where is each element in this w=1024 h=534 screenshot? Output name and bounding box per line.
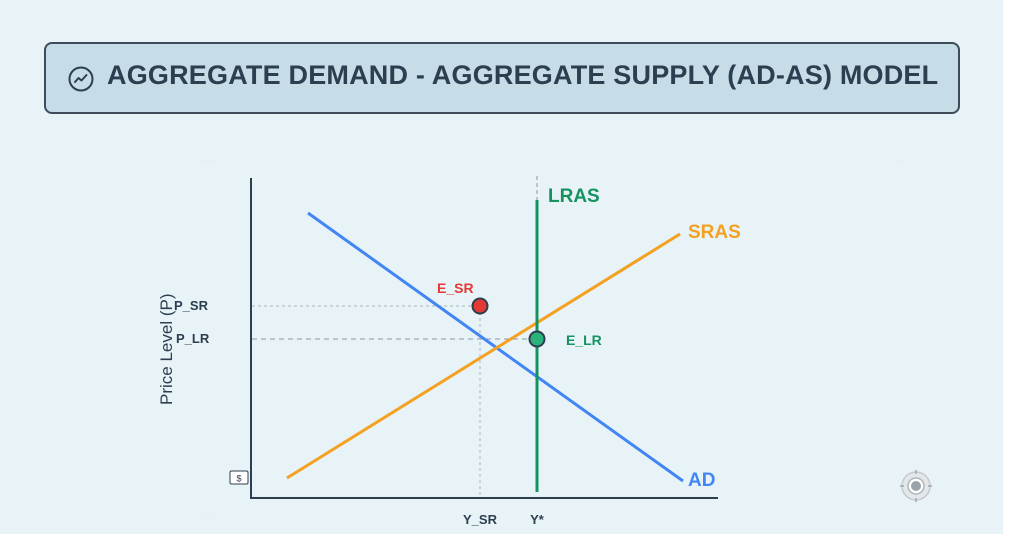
svg-text:· · · ·: · · · · [895,159,908,165]
svg-text:· · · ·: · · · · [200,159,213,165]
e-lr-point [528,330,546,348]
dollar-badge: $ [229,470,249,485]
lras-label: LRAS [548,186,600,207]
y-star-tick-label: Y* [530,512,545,527]
title-bar [44,42,960,114]
svg-text:· · · ·: · · · · [200,512,213,518]
e-lr-label: E_LR [566,332,602,348]
locate-target-icon[interactable] [900,470,932,502]
dollar-badge-text: $ [236,474,241,484]
y-sr-tick-label: Y_SR [463,512,498,527]
trend-line-icon [68,66,94,92]
sras-label: SRAS [688,222,741,243]
sras-curve [286,232,681,480]
p-lr-tick-label: P_LR [176,331,210,346]
e-sr-label: E_SR [437,280,474,296]
e-sr-point [471,297,489,315]
y-axis-title: Price Level (P) [157,294,176,405]
corner-marks: · · · · · · · · · · · · [200,159,908,518]
p-sr-tick-label: P_SR [174,298,209,313]
ad-label: AD [688,470,715,491]
page-title: AGGREGATE DEMAND - AGGREGATE SUPPLY (AD-… [107,60,939,90]
